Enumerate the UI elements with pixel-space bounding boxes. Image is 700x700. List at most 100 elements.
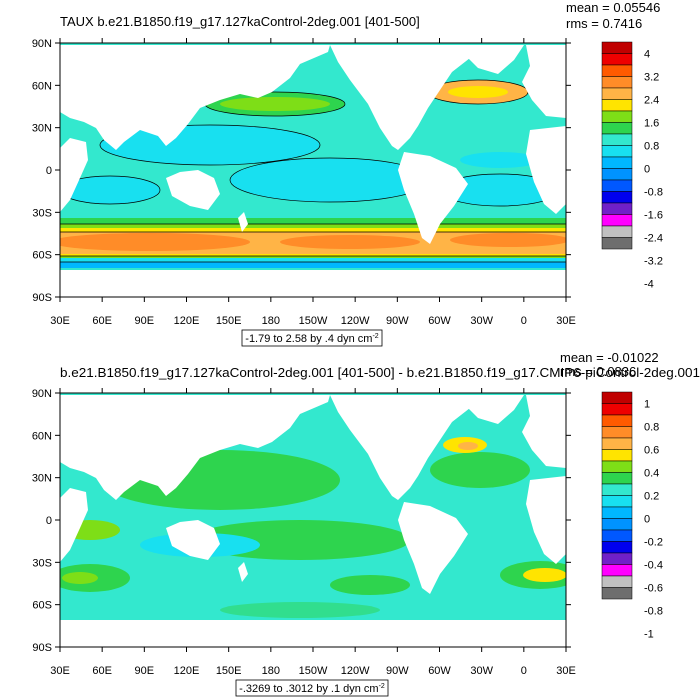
- lat-label: 90S: [32, 292, 52, 304]
- top-latitude-axis: 90N 60N 30N 0 30S 60S 90S: [32, 38, 571, 304]
- colorbar-box: [601, 437, 633, 450]
- colorbar-box: [601, 506, 633, 519]
- colorbar-box: [601, 426, 633, 439]
- colorbar-box: [601, 518, 633, 531]
- lon-label: 180: [262, 315, 280, 327]
- colorbar-box: [601, 403, 633, 416]
- colorbar-box: [601, 552, 633, 565]
- colorbar-box: [601, 483, 633, 496]
- colorbar-label: 0.6: [644, 445, 659, 457]
- bottom-rms-label: rms = 0.0836: [560, 364, 636, 379]
- colorbar-label: 3.2: [644, 72, 659, 84]
- lon-label: 120W: [341, 665, 370, 677]
- top-field: [60, 43, 566, 297]
- bottom-map-panel: mean = -0.01022 rms = 0.0836 b.e21.B1850…: [32, 350, 700, 697]
- colorbar-box: [601, 237, 633, 250]
- top-title: TAUX b.e21.B1850.f19_g17.127kaControl-2d…: [60, 14, 420, 29]
- colorbar-label: -1: [644, 629, 654, 641]
- colorbar-box: [601, 133, 633, 146]
- colorbar-label: 0: [644, 164, 650, 176]
- colorbar-box: [601, 460, 633, 473]
- bottom-title: b.e21.B1850.f19_g17.127kaControl-2deg.00…: [60, 365, 700, 380]
- colorbar-label: -0.2: [644, 537, 663, 549]
- lon-label: 90E: [135, 665, 155, 677]
- lon-label: 180: [262, 665, 280, 677]
- colorbar-box: [601, 564, 633, 577]
- colorbar-label: 1.6: [644, 118, 659, 130]
- colorbar-box: [601, 191, 633, 204]
- colorbar-box: [601, 414, 633, 427]
- colorbar-box: [601, 99, 633, 112]
- bottom-colorbar: 1 0.8 0.6 0.4 0.2 0 -0.2 -0.4 -0.6 -0.8 -1: [601, 391, 663, 641]
- bottom-contour-info: -.3269 to .3012 by .1 dyn cm-2: [239, 683, 385, 695]
- lon-label: 60E: [92, 665, 112, 677]
- colorbar-label: -1.6: [644, 210, 663, 222]
- lon-label: 150E: [216, 665, 242, 677]
- lat-label: 30S: [32, 207, 52, 219]
- lon-label: 0: [521, 665, 527, 677]
- colorbar-label: -0.8: [644, 606, 663, 618]
- colorbar-box: [601, 110, 633, 123]
- lon-label: 30W: [470, 315, 493, 327]
- lat-label: 90N: [32, 38, 52, 50]
- lon-label: 120W: [341, 315, 370, 327]
- bottom-mean-label: mean = -0.01022: [560, 350, 659, 365]
- colorbar-box: [601, 495, 633, 508]
- lon-label: 60E: [92, 315, 112, 327]
- colorbar-box: [601, 449, 633, 462]
- colorbar-box: [601, 472, 633, 485]
- colorbar-box: [601, 575, 633, 588]
- colorbar-box: [601, 87, 633, 100]
- lon-label: 60W: [428, 315, 451, 327]
- colorbar-label: -2.4: [644, 233, 663, 245]
- colorbar-box: [601, 41, 633, 54]
- lat-label: 60S: [32, 600, 52, 612]
- colorbar-box: [601, 391, 633, 404]
- colorbar-box: [601, 529, 633, 542]
- colorbar-box: [601, 587, 633, 600]
- lon-label: 150W: [299, 665, 328, 677]
- lon-label: 90W: [386, 315, 409, 327]
- top-longitude-axis: 30E 60E 90E 120E 150E 180 150W 120W 90W 60W 30W 0 30…: [50, 38, 576, 327]
- lon-label: 150E: [216, 315, 242, 327]
- colorbar-box: [601, 122, 633, 135]
- colorbar-box: [601, 225, 633, 238]
- colorbar-box: [601, 214, 633, 227]
- colorbar-box: [601, 168, 633, 181]
- colorbar-box: [601, 53, 633, 66]
- bottom-latitude-axis: 90N 60N 30N 0 30S 60S 90S: [32, 388, 571, 654]
- lat-label: 60S: [32, 250, 52, 262]
- top-colorbar: 4 3.2 2.4 1.6 0.8 0 -0.8 -1.6 -2.4 -3.2 -4: [601, 41, 663, 291]
- lon-label: 120E: [174, 665, 200, 677]
- lon-label: 60W: [428, 665, 451, 677]
- colorbar-label: 2.4: [644, 95, 659, 107]
- colorbar-label: -0.4: [644, 560, 663, 572]
- colorbar-label: 0: [644, 514, 650, 526]
- colorbar-box: [601, 156, 633, 169]
- colorbar-label: 0.8: [644, 422, 659, 434]
- lat-label: 90S: [32, 642, 52, 654]
- lat-label: 60N: [32, 430, 52, 442]
- colorbar-box: [601, 145, 633, 158]
- top-mean-label: mean = 0.05546: [566, 0, 660, 15]
- colorbar-box: [601, 76, 633, 89]
- lon-label: 0: [521, 315, 527, 327]
- colorbar-label: -3.2: [644, 256, 663, 268]
- lat-label: 90N: [32, 388, 52, 400]
- colorbar-box: [601, 541, 633, 554]
- lon-label: 30E: [556, 665, 576, 677]
- colorbar-label: 0.8: [644, 141, 659, 153]
- bottom-field: [60, 393, 566, 647]
- lon-label: 90W: [386, 665, 409, 677]
- colorbar-label: 4: [644, 49, 650, 61]
- lat-label: 30N: [32, 123, 52, 135]
- colorbar-box: [601, 202, 633, 215]
- lon-label: 120E: [174, 315, 200, 327]
- lat-label: 60N: [32, 80, 52, 92]
- top-map-panel: TAUX b.e21.B1850.f19_g17.127kaControl-2d…: [32, 0, 663, 347]
- colorbar-label: -0.6: [644, 583, 663, 595]
- lon-label: 90E: [135, 315, 155, 327]
- top-rms-label: rms = 0.7416: [566, 16, 642, 31]
- colorbar-box: [601, 179, 633, 192]
- lat-label: 0: [46, 165, 52, 177]
